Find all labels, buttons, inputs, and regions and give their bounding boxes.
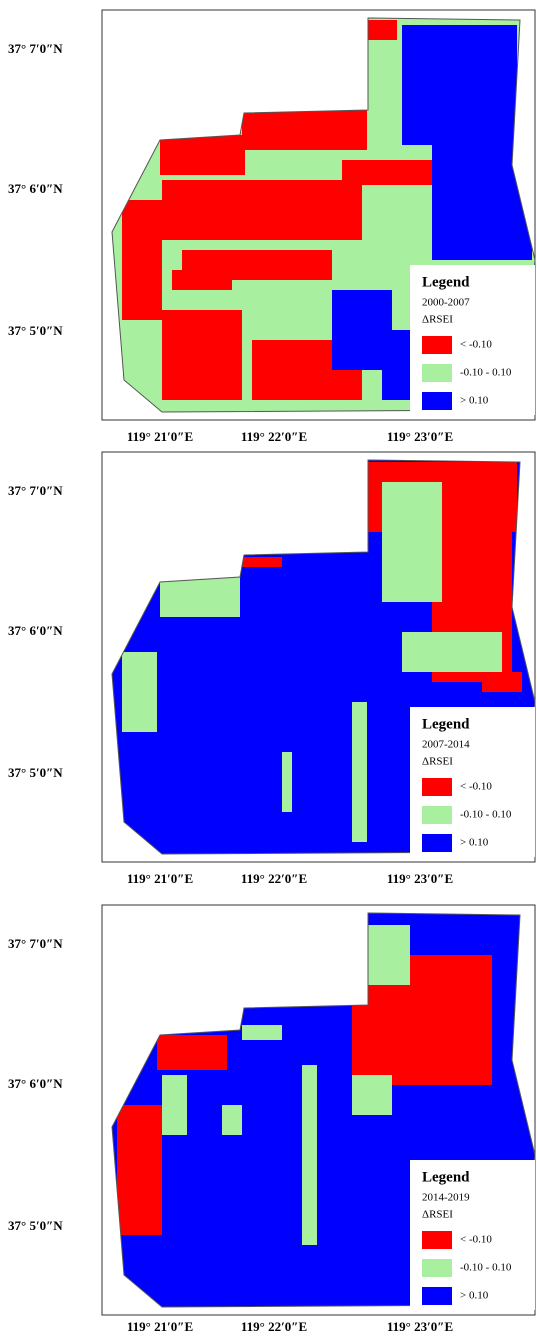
legend-swatch	[422, 834, 452, 852]
legend-label: > 0.10	[460, 1290, 489, 1302]
latitude-label: 37° 5′0″N	[8, 323, 63, 338]
latitude-label: 37° 6′0″N	[8, 1076, 63, 1091]
legend-index: ΔRSEI	[422, 314, 453, 326]
class-patch	[122, 1165, 152, 1205]
class-patch	[222, 1105, 242, 1135]
class-patch	[367, 20, 397, 40]
class-patch	[162, 180, 362, 240]
legend-swatch	[422, 778, 452, 796]
latitude-label: 37° 5′0″N	[8, 765, 63, 780]
class-patch	[402, 632, 502, 672]
legend-label: < -0.10	[460, 339, 492, 351]
class-patch	[282, 752, 292, 812]
legend-label: > 0.10	[460, 837, 489, 849]
figure: Legend 2000-2007 ΔRSEI < -0.10 -0.10 - 0.10 >…	[0, 0, 537, 1336]
legend-title: Legend	[422, 716, 470, 732]
class-patch	[162, 1075, 187, 1135]
legend-index: ΔRSEI	[422, 1209, 453, 1221]
longitude-label: 119° 23′0″E	[387, 429, 453, 444]
legend-swatch	[422, 336, 452, 354]
legend-swatch	[422, 806, 452, 824]
class-patch	[242, 557, 282, 567]
latitude-label: 37° 6′0″N	[8, 181, 63, 196]
class-patch	[172, 270, 232, 290]
class-patch	[122, 652, 157, 732]
class-patch	[482, 672, 522, 692]
class-patch	[160, 135, 245, 175]
longitude-label: 119° 21′0″E	[127, 871, 193, 886]
class-patch	[382, 482, 442, 602]
longitude-label: 119° 23′0″E	[387, 871, 453, 886]
longitude-label: 119° 21′0″E	[127, 429, 193, 444]
longitude-label: 119° 23′0″E	[387, 1319, 453, 1334]
longitude-label: 119° 21′0″E	[127, 1319, 193, 1334]
legend-label: < -0.10	[460, 781, 492, 793]
longitude-label: 119° 22′0″E	[241, 1319, 307, 1334]
latitude-label: 37° 7′0″N	[8, 483, 63, 498]
map-panel: Legend 2014-2019 ΔRSEI < -0.10 -0.10 - 0.10 >…	[102, 905, 535, 1315]
latitude-label: 37° 7′0″N	[8, 41, 63, 56]
legend-period: 2007-2014	[422, 739, 470, 751]
legend-label: -0.10 - 0.10	[460, 367, 512, 379]
map-panel: Legend 2007-2014 ΔRSEI < -0.10 -0.10 - 0.10 >…	[102, 452, 535, 862]
class-patch	[342, 160, 432, 185]
class-patch	[402, 25, 517, 145]
class-patch	[160, 577, 240, 617]
legend-index: ΔRSEI	[422, 756, 453, 768]
legend-period: 2000-2007	[422, 297, 470, 309]
map-panel: Legend 2000-2007 ΔRSEI < -0.10 -0.10 - 0.10 >…	[102, 10, 535, 420]
class-patch	[242, 1025, 282, 1040]
class-patch	[242, 110, 367, 150]
class-patch	[122, 200, 162, 320]
class-patch	[352, 702, 367, 842]
legend-swatch	[422, 392, 452, 410]
class-patch	[352, 1075, 392, 1115]
latitude-label: 37° 6′0″N	[8, 623, 63, 638]
legend-swatch	[422, 1231, 452, 1249]
legend-label: < -0.10	[460, 1234, 492, 1246]
latitude-label: 37° 7′0″N	[8, 936, 63, 951]
class-patch	[302, 1065, 317, 1245]
legend-title: Legend	[422, 1169, 470, 1185]
class-patch	[402, 1095, 512, 1145]
legend-label: -0.10 - 0.10	[460, 1262, 512, 1274]
legend-title: Legend	[422, 274, 470, 290]
class-patch	[162, 310, 242, 400]
longitude-label: 119° 22′0″E	[241, 429, 307, 444]
legend-swatch	[422, 364, 452, 382]
longitude-label: 119° 22′0″E	[241, 871, 307, 886]
legend-swatch	[422, 1259, 452, 1277]
legend-period: 2014-2019	[422, 1192, 470, 1204]
class-patch	[157, 1035, 227, 1070]
legend-swatch	[422, 1287, 452, 1305]
legend-label: > 0.10	[460, 395, 489, 407]
latitude-label: 37° 5′0″N	[8, 1218, 63, 1233]
legend-label: -0.10 - 0.10	[460, 809, 512, 821]
